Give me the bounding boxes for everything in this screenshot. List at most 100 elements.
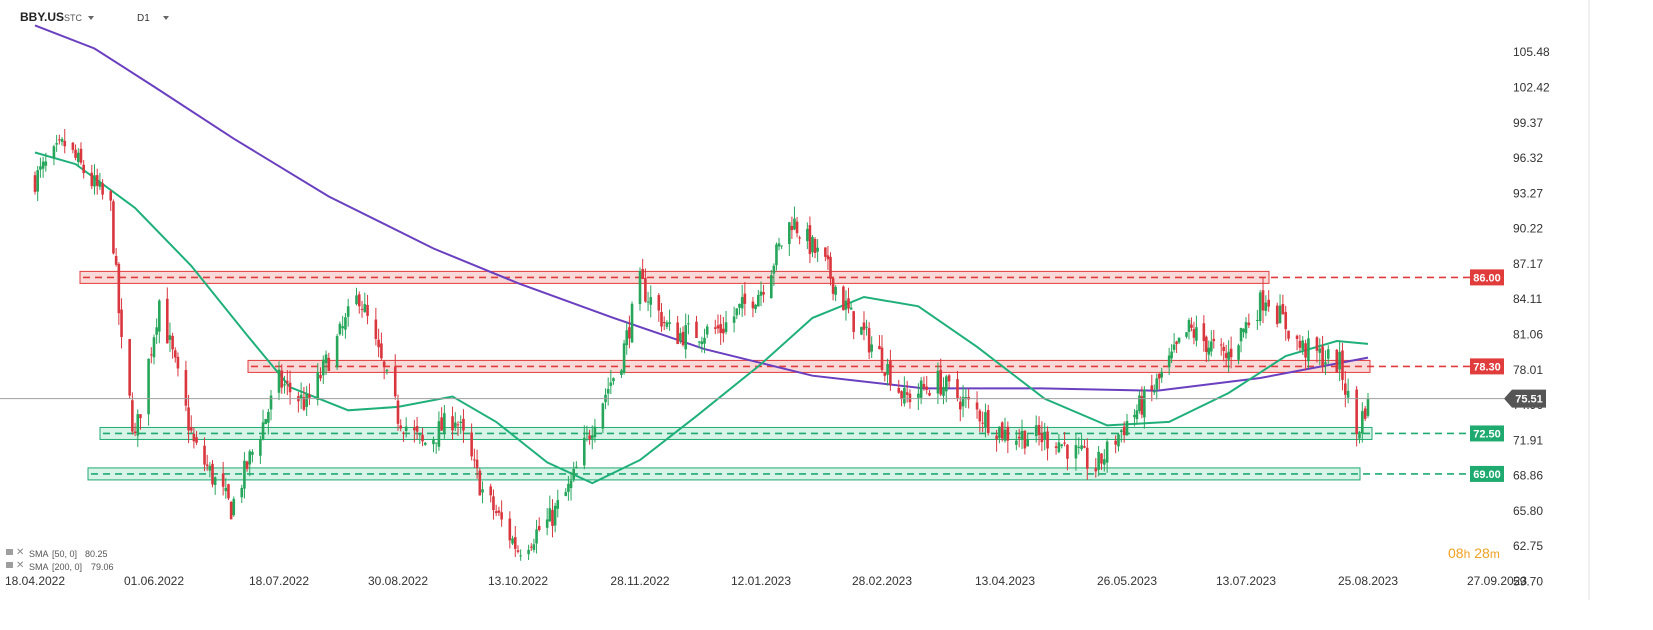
candle-body — [158, 300, 161, 332]
candle-body — [662, 322, 666, 324]
candle-body — [1338, 351, 1341, 370]
timer-minutes-unit: m — [1490, 547, 1500, 561]
candle-body — [382, 361, 386, 368]
candle-body — [883, 372, 887, 376]
timeframe-label[interactable]: D1 — [137, 13, 150, 24]
candle-body — [1140, 396, 1144, 415]
candle-body — [324, 354, 328, 364]
candle-body — [719, 324, 722, 334]
candle-body — [413, 427, 416, 431]
candle-body — [377, 339, 380, 348]
candle-body — [363, 304, 367, 313]
candle-body — [668, 322, 671, 324]
candle-body — [227, 484, 230, 499]
candle-body — [638, 270, 642, 305]
candle-body — [769, 275, 773, 299]
candle-body — [1341, 350, 1344, 380]
y-tick-label: 84.11 — [1513, 292, 1542, 306]
candle-body — [1344, 383, 1347, 395]
level-badge — [1470, 465, 1504, 482]
candle-body — [529, 546, 533, 548]
sma200-remove-icon[interactable]: ✕ — [16, 560, 24, 571]
candle-body — [189, 427, 193, 431]
y-tick-label: 59.70 — [1513, 574, 1543, 588]
sma50-remove-icon[interactable]: ✕ — [16, 547, 24, 558]
candlestick-series — [33, 128, 1370, 561]
candle-body — [1026, 439, 1029, 447]
sma200-settings-icon[interactable] — [6, 562, 13, 568]
candle-body — [551, 510, 554, 526]
candle-body — [1037, 424, 1041, 435]
candle-body — [1120, 430, 1123, 433]
candle-body — [1020, 430, 1024, 440]
candle-body — [418, 434, 422, 436]
candle-body — [39, 166, 42, 170]
candle-body — [173, 350, 177, 358]
candle-body — [684, 325, 688, 350]
candle-body — [681, 331, 685, 345]
candle-body — [76, 152, 80, 162]
candle-body — [335, 336, 339, 368]
candle-body — [1167, 355, 1171, 368]
candle-body — [1261, 290, 1265, 311]
level-zone — [87, 467, 1361, 481]
candle-body — [1287, 330, 1290, 339]
candle-body — [757, 294, 760, 307]
candle-body — [203, 445, 206, 465]
candle-body — [1281, 303, 1285, 315]
symbol-dropdown-icon[interactable] — [88, 16, 94, 20]
candle-body — [74, 149, 77, 158]
symbol-label[interactable]: BBY.US — [20, 10, 64, 24]
candle-body — [453, 422, 457, 428]
candle-body — [101, 183, 104, 195]
level-badge — [1470, 358, 1504, 375]
candle-body — [1256, 320, 1259, 322]
candle-body — [775, 244, 778, 266]
y-tick-label: 90.22 — [1513, 222, 1543, 236]
y-tick-label: 68.86 — [1513, 469, 1543, 483]
candle-body — [149, 354, 153, 356]
candle-body — [1034, 425, 1038, 437]
candle-body — [532, 544, 536, 550]
candle-body — [1074, 445, 1078, 459]
level-badge-label: 78.30 — [1473, 361, 1501, 373]
candle-body — [1229, 348, 1233, 358]
candle-body — [860, 326, 863, 335]
candle-body — [834, 286, 837, 295]
candle-body — [1157, 373, 1161, 379]
chart-header: BBY.US STC D1 — [20, 10, 169, 24]
candle-body — [1267, 299, 1270, 307]
y-axis: 105.48 102.42 99.37 96.32 93.27 90.22 87.17 84.… — [1513, 45, 1550, 588]
candle-body — [147, 358, 150, 415]
candle-body — [1187, 320, 1191, 332]
candle-body — [928, 392, 931, 396]
sma50-settings-icon[interactable] — [6, 549, 13, 555]
candle-body — [751, 301, 755, 309]
candle-body — [155, 327, 158, 335]
candle-body — [63, 140, 67, 147]
candle-body — [1175, 341, 1178, 345]
timeframe-dropdown-icon[interactable] — [163, 16, 169, 20]
current-price-label: 75.51 — [1515, 394, 1543, 406]
candle-body — [302, 397, 306, 410]
indicator-legend: ✕ SMA [50, 0] 80.25 ✕ SMA [200, 0] 79.06 — [6, 547, 114, 572]
candle-body — [646, 301, 650, 303]
y-tick-label: 105.48 — [1513, 45, 1550, 59]
candle-body — [593, 426, 597, 438]
candle-body — [95, 175, 99, 186]
candle-body — [1307, 338, 1310, 362]
y-tick-label: 81.06 — [1513, 327, 1543, 341]
candle-body — [1212, 338, 1216, 342]
candle-body — [925, 386, 929, 390]
x-tick-label: 25.08.2023 — [1338, 574, 1398, 588]
candle-body — [842, 286, 845, 311]
candle-body — [649, 297, 653, 305]
candle-body — [1301, 340, 1305, 350]
candle-body — [947, 375, 951, 382]
candle-body — [548, 508, 552, 522]
candle-body — [308, 394, 311, 398]
candle-body — [917, 393, 920, 398]
candle-body — [862, 322, 866, 330]
candle-body — [1192, 329, 1196, 338]
